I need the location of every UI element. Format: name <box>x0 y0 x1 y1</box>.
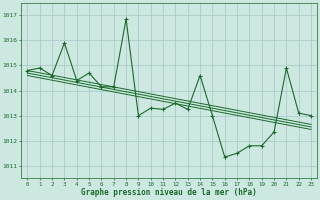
X-axis label: Graphe pression niveau de la mer (hPa): Graphe pression niveau de la mer (hPa) <box>81 188 257 197</box>
